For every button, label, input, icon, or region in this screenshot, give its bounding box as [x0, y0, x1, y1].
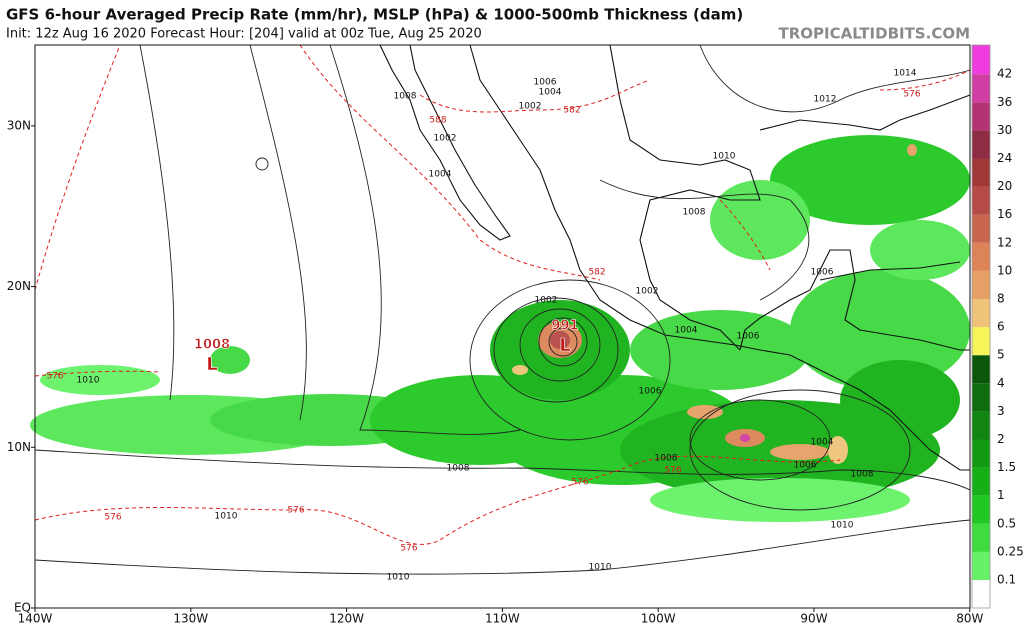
thickness-label: 576	[571, 478, 588, 488]
isobar-label: 1002	[434, 134, 457, 144]
thickness-label: 576	[287, 506, 304, 516]
isobar-label: 1002	[636, 287, 659, 297]
thickness-label: 576	[664, 466, 681, 476]
isobar-label: 1002	[535, 296, 558, 306]
isobar-label: 1010	[831, 521, 854, 531]
colorbar-label: 3	[997, 404, 1005, 418]
colorbar-segment	[972, 270, 990, 299]
colorbar-label: 4	[997, 376, 1005, 390]
lon-label: 100W	[641, 612, 676, 626]
isobar-label: 1006	[811, 268, 834, 278]
colorbar-label: 30	[997, 123, 1012, 137]
colorbar-label: 1.5	[997, 460, 1016, 474]
thickness-label: 588	[429, 116, 446, 126]
colorbar-label: 0.5	[997, 516, 1016, 530]
colorbar-segment	[972, 327, 990, 356]
low-pressure: 991	[551, 319, 578, 334]
isobars	[34, 44, 971, 575]
colorbar-label: 42	[997, 67, 1012, 81]
colorbar-segment	[972, 439, 990, 468]
colorbar-label: 5	[997, 348, 1005, 362]
isobar-label: 1010	[589, 563, 612, 573]
colorbar-segment	[972, 186, 990, 215]
colorbar-segment	[972, 523, 990, 552]
colorbar-segment	[972, 242, 990, 271]
colorbar-label: 6	[997, 320, 1005, 334]
isobar-label: 1004	[429, 170, 452, 180]
colorbar-label: 1	[997, 488, 1005, 502]
isobar-label: 1006	[737, 332, 760, 342]
colorbar-segment	[972, 299, 990, 328]
colorbar-segment	[972, 580, 990, 608]
isobar-label: 1014	[894, 69, 917, 79]
thickness-label: 576	[104, 513, 121, 523]
colorbar-label: 20	[997, 179, 1012, 193]
colorbar-label: 24	[997, 151, 1012, 165]
low-symbol: L	[559, 335, 570, 356]
colorbar-segment	[972, 74, 990, 103]
isobar-label: 1010	[387, 573, 410, 583]
thickness-label: 576	[400, 544, 417, 554]
colorbar-segment	[972, 551, 990, 580]
low-symbol: L	[206, 354, 217, 375]
thickness-label: 582	[588, 268, 605, 278]
lon-label: 110W	[485, 612, 520, 626]
isobar-label: 1004	[811, 438, 834, 448]
colorbar-segment	[972, 383, 990, 412]
isobar-label: 1010	[713, 152, 736, 162]
isobar-label: 1008	[447, 464, 470, 474]
isobar-label: 1012	[814, 95, 837, 105]
lon-label: 130W	[173, 612, 208, 626]
isobar-label: 1004	[539, 88, 562, 98]
colorbar-segment	[972, 45, 990, 75]
lat-label: EQ	[14, 601, 31, 615]
isobar-label: 1002	[519, 102, 542, 112]
isobar-label: 1008	[394, 92, 417, 102]
isobar-label: 1006	[534, 78, 557, 88]
thickness-label: 576	[903, 90, 920, 100]
colorbar-segment	[972, 411, 990, 440]
isobar-label: 1008	[851, 470, 874, 480]
colorbar-label: 10	[997, 263, 1012, 277]
colorbar-label: 2	[997, 432, 1005, 446]
colorbar-segment	[972, 158, 990, 187]
colorbar-segment	[972, 130, 990, 159]
title: GFS 6-hour Averaged Precip Rate (mm/hr),…	[6, 6, 743, 24]
coastline	[379, 44, 971, 471]
colorbar-label: 36	[997, 95, 1012, 109]
isobar-label: 1006	[639, 387, 662, 397]
colorbar-segment	[972, 355, 990, 384]
isobar-label: 1010	[215, 512, 238, 522]
colorbar-segment	[972, 214, 990, 243]
thickness-label: 582	[563, 106, 580, 116]
lon-label: 120W	[329, 612, 364, 626]
thickness-lines	[34, 44, 971, 545]
colorbar-label: 8	[997, 292, 1005, 306]
colorbar-segment	[972, 467, 990, 496]
lat-label: 30N	[7, 118, 31, 132]
lon-label: 90W	[800, 612, 827, 626]
colorbar-segment	[972, 495, 990, 524]
lat-label: 20N	[7, 279, 31, 293]
low-pressure: 1008	[194, 338, 230, 353]
colorbar-segment	[972, 102, 990, 131]
credit: TROPICALTIDBITS.COM	[779, 25, 971, 43]
lon-label: 140W	[18, 612, 53, 626]
isobar-label: 1008	[655, 454, 678, 464]
map	[30, 44, 971, 608]
colorbar-frame	[971, 44, 991, 609]
colorbar-label: 12	[997, 235, 1012, 249]
thickness-label: 576	[46, 372, 63, 382]
colorbar-label: 0.1	[997, 573, 1016, 587]
lon-label: 80W	[956, 612, 983, 626]
isobar-label: 1008	[683, 208, 706, 218]
colorbar-label: 16	[997, 207, 1012, 221]
lat-label: 10N	[7, 440, 31, 454]
isobar-label: 1004	[675, 326, 698, 336]
isobar-label: 1010	[77, 376, 100, 386]
subtitle: Init: 12z Aug 16 2020 Forecast Hour: [20…	[6, 27, 482, 42]
isobar-label: 1006	[794, 461, 817, 471]
colorbar-label: 0.25	[997, 544, 1024, 558]
